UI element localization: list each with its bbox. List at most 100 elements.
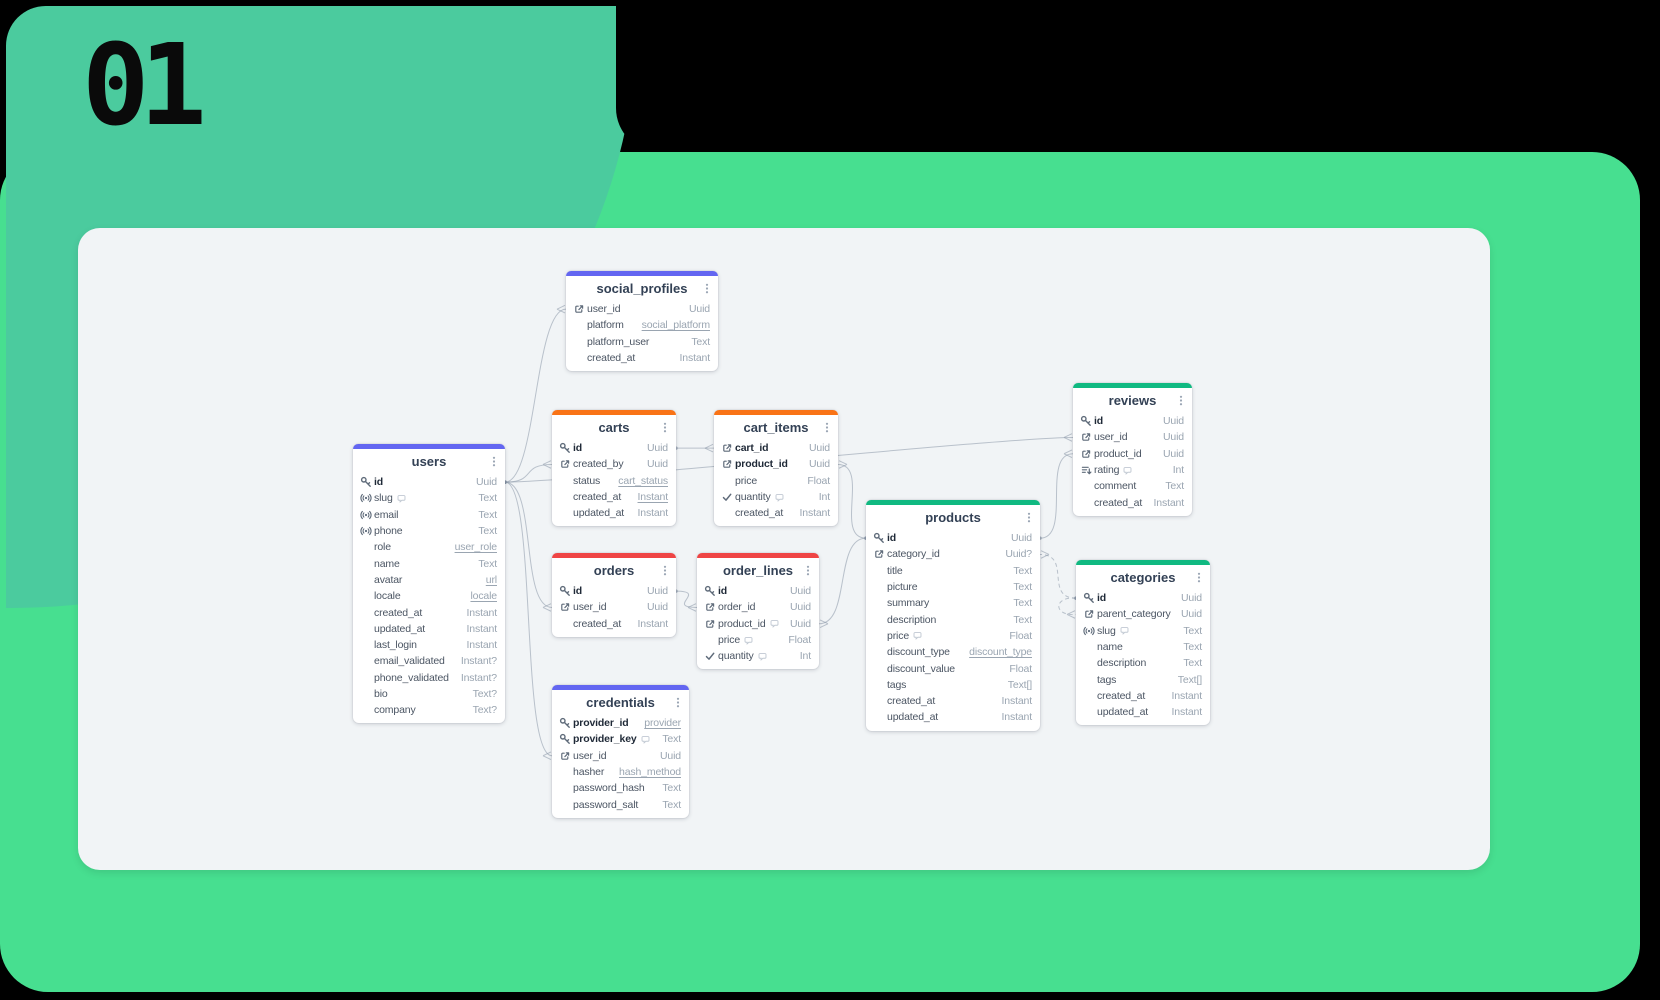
- field-row-company[interactable]: company Text?: [353, 702, 505, 718]
- field-row-description[interactable]: description Text: [1076, 655, 1210, 671]
- field-row-category_id[interactable]: category_id Uuid?: [866, 546, 1040, 562]
- table-header[interactable]: products: [866, 505, 1040, 530]
- field-row-quantity[interactable]: quantity Int: [697, 648, 819, 664]
- field-row-summary[interactable]: summary Text: [866, 595, 1040, 611]
- field-row-created_at[interactable]: created_at Instant: [552, 489, 676, 505]
- table-menu-button[interactable]: [659, 564, 671, 577]
- table-menu-button[interactable]: [659, 421, 671, 434]
- field-row-product_id[interactable]: product_id Uuid: [714, 456, 838, 472]
- table-header[interactable]: order_lines: [697, 558, 819, 583]
- field-row-platform_user[interactable]: platform_user Text: [566, 334, 718, 350]
- field-row-password_hash[interactable]: password_hash Text: [552, 780, 689, 796]
- field-row-parent_category[interactable]: parent_category Uuid: [1076, 606, 1210, 622]
- field-row-provider_key[interactable]: provider_key Text: [552, 731, 689, 747]
- table-header[interactable]: carts: [552, 415, 676, 440]
- field-row-updated_at[interactable]: updated_at Instant: [1076, 704, 1210, 720]
- field-row-cart_id[interactable]: cart_id Uuid: [714, 440, 838, 456]
- field-row-slug[interactable]: slug Text: [1076, 623, 1210, 639]
- field-row-email[interactable]: email Text: [353, 507, 505, 523]
- field-row-title[interactable]: title Text: [866, 563, 1040, 579]
- table-order_lines[interactable]: order_lines id Uuid order_id Uuid product_id U…: [697, 553, 819, 670]
- table-reviews[interactable]: reviews id Uuid user_id Uuid product_id Uuid ra…: [1073, 383, 1192, 516]
- table-header[interactable]: credentials: [552, 690, 689, 715]
- field-row-id[interactable]: id Uuid: [1073, 413, 1192, 429]
- table-header[interactable]: reviews: [1073, 388, 1192, 413]
- field-row-discount_value[interactable]: discount_value Float: [866, 660, 1040, 676]
- field-row-password_salt[interactable]: password_salt Text: [552, 796, 689, 812]
- field-row-avatar[interactable]: avatar url: [353, 572, 505, 588]
- field-row-created_at[interactable]: created_at Instant: [353, 604, 505, 620]
- field-row-product_id[interactable]: product_id Uuid: [1073, 446, 1192, 462]
- field-row-created_at[interactable]: created_at Instant: [1076, 688, 1210, 704]
- field-row-user_id[interactable]: user_id Uuid: [552, 748, 689, 764]
- field-row-id[interactable]: id Uuid: [552, 583, 676, 599]
- field-row-bio[interactable]: bio Text?: [353, 686, 505, 702]
- diagram-canvas[interactable]: social_profiles user_id Uuid platform social…: [78, 228, 1490, 870]
- field-row-provider_id[interactable]: provider_id provider: [552, 715, 689, 731]
- field-row-role[interactable]: role user_role: [353, 539, 505, 555]
- field-row-email_validated[interactable]: email_validated Instant?: [353, 653, 505, 669]
- table-menu-button[interactable]: [1175, 394, 1187, 407]
- field-row-hasher[interactable]: hasher hash_method: [552, 764, 689, 780]
- field-row-product_id[interactable]: product_id Uuid: [697, 616, 819, 632]
- table-menu-button[interactable]: [672, 696, 684, 709]
- table-categories[interactable]: categories id Uuid parent_category Uuid slug T…: [1076, 560, 1210, 726]
- field-row-comment[interactable]: comment Text: [1073, 478, 1192, 494]
- field-row-tags[interactable]: tags Text[]: [866, 677, 1040, 693]
- table-menu-button[interactable]: [1193, 571, 1205, 584]
- field-row-id[interactable]: id Uuid: [866, 530, 1040, 546]
- table-users[interactable]: users id Uuid slug Text email Text phone Text rol…: [353, 444, 505, 724]
- field-row-phone[interactable]: phone Text: [353, 523, 505, 539]
- table-cart_items[interactable]: cart_items cart_id Uuid product_id Uuid price…: [714, 410, 838, 527]
- table-menu-button[interactable]: [701, 282, 713, 295]
- field-row-name[interactable]: name Text: [353, 555, 505, 571]
- field-row-id[interactable]: id Uuid: [552, 440, 676, 456]
- table-products[interactable]: products id Uuid category_id Uuid? title Text p…: [866, 500, 1040, 731]
- field-row-user_id[interactable]: user_id Uuid: [566, 301, 718, 317]
- table-menu-button[interactable]: [802, 564, 814, 577]
- field-row-price[interactable]: price Float: [866, 628, 1040, 644]
- field-row-discount_type[interactable]: discount_type discount_type: [866, 644, 1040, 660]
- field-row-tags[interactable]: tags Text[]: [1076, 671, 1210, 687]
- field-row-order_id[interactable]: order_id Uuid: [697, 599, 819, 615]
- table-menu-button[interactable]: [821, 421, 833, 434]
- field-row-slug[interactable]: slug Text: [353, 490, 505, 506]
- field-row-id[interactable]: id Uuid: [353, 474, 505, 490]
- table-header[interactable]: cart_items: [714, 415, 838, 440]
- field-row-created_at[interactable]: created_at Instant: [1073, 494, 1192, 510]
- field-row-updated_at[interactable]: updated_at Instant: [552, 505, 676, 521]
- field-row-updated_at[interactable]: updated_at Instant: [866, 709, 1040, 725]
- field-row-description[interactable]: description Text: [866, 611, 1040, 627]
- field-row-created_by[interactable]: created_by Uuid: [552, 456, 676, 472]
- table-menu-button[interactable]: [1023, 511, 1035, 524]
- table-header[interactable]: social_profiles: [566, 276, 718, 301]
- table-header[interactable]: categories: [1076, 565, 1210, 590]
- field-row-name[interactable]: name Text: [1076, 639, 1210, 655]
- field-row-phone_validated[interactable]: phone_validated Instant?: [353, 670, 505, 686]
- table-carts[interactable]: carts id Uuid created_by Uuid status cart_stat…: [552, 410, 676, 527]
- field-row-picture[interactable]: picture Text: [866, 579, 1040, 595]
- field-row-user_id[interactable]: user_id Uuid: [552, 599, 676, 615]
- table-header[interactable]: users: [353, 449, 505, 474]
- field-row-last_login[interactable]: last_login Instant: [353, 637, 505, 653]
- table-menu-button[interactable]: [488, 455, 500, 468]
- field-row-user_id[interactable]: user_id Uuid: [1073, 429, 1192, 445]
- table-header[interactable]: orders: [552, 558, 676, 583]
- field-row-created_at[interactable]: created_at Instant: [566, 350, 718, 366]
- field-row-id[interactable]: id Uuid: [1076, 590, 1210, 606]
- field-row-created_at[interactable]: created_at Instant: [866, 693, 1040, 709]
- field-row-price[interactable]: price Float: [697, 632, 819, 648]
- field-row-updated_at[interactable]: updated_at Instant: [353, 621, 505, 637]
- field-row-quantity[interactable]: quantity Int: [714, 489, 838, 505]
- field-row-created_at[interactable]: created_at Instant: [714, 505, 838, 521]
- field-row-price[interactable]: price Float: [714, 473, 838, 489]
- field-row-rating[interactable]: rating Int: [1073, 462, 1192, 478]
- field-row-locale[interactable]: locale locale: [353, 588, 505, 604]
- table-orders[interactable]: orders id Uuid user_id Uuid created_at Instant: [552, 553, 676, 637]
- field-row-platform[interactable]: platform social_platform: [566, 317, 718, 333]
- table-credentials[interactable]: credentials provider_id provider provider_k…: [552, 685, 689, 818]
- table-social_profiles[interactable]: social_profiles user_id Uuid platform social…: [566, 271, 718, 372]
- field-row-created_at[interactable]: created_at Instant: [552, 616, 676, 632]
- field-row-status[interactable]: status cart_status: [552, 473, 676, 489]
- field-row-id[interactable]: id Uuid: [697, 583, 819, 599]
